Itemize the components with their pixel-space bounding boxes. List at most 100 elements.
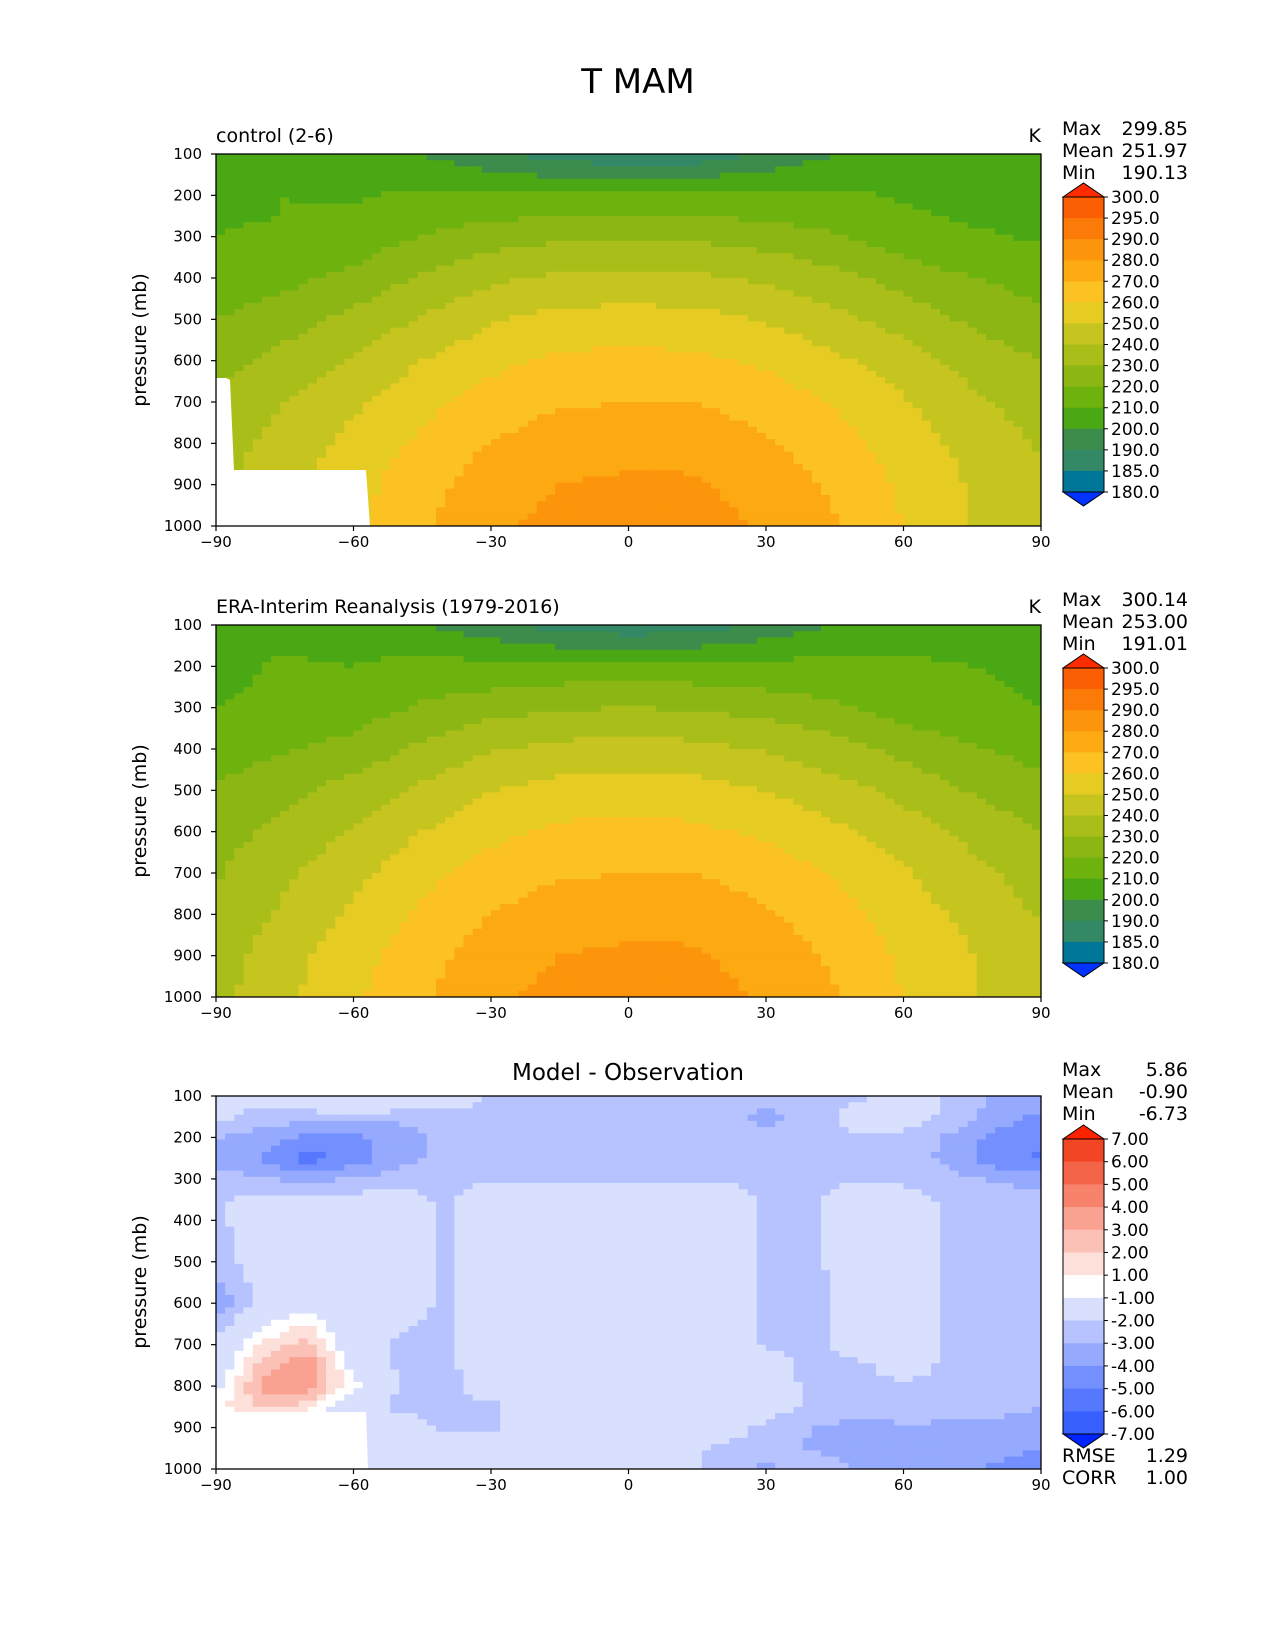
contour-cell — [656, 228, 666, 236]
contour-cell — [894, 395, 905, 403]
contour-cell — [234, 172, 245, 180]
contour-cell — [683, 457, 694, 465]
contour-cell — [628, 234, 639, 242]
contour-cell — [674, 253, 685, 260]
contour-cell — [811, 302, 822, 310]
contour-cell — [390, 290, 400, 298]
contour-cell — [243, 358, 254, 366]
contour-cell — [756, 296, 767, 304]
contour-cell — [949, 451, 960, 459]
contour-cell — [536, 296, 547, 304]
contour-cell — [271, 352, 281, 360]
contour-cell — [381, 364, 391, 372]
contour-cell — [756, 216, 767, 223]
contour-cell — [1031, 240, 1041, 248]
contour-cell — [500, 240, 510, 248]
contour-cell — [316, 346, 327, 353]
contour-cell — [976, 352, 987, 360]
contour-cell — [280, 333, 290, 341]
contour-cell — [656, 197, 666, 205]
contour-cell — [848, 358, 859, 366]
contour-cell — [225, 358, 235, 366]
contour-cell — [802, 265, 813, 273]
contour-cell — [940, 209, 950, 217]
contour-cell — [756, 476, 767, 484]
contour-cell — [463, 402, 474, 409]
contour-cell — [839, 271, 850, 279]
contour-cell — [986, 309, 996, 316]
contour-cell — [289, 209, 300, 217]
contour-cell — [445, 185, 455, 192]
contour-cell — [637, 402, 648, 409]
contour-cell — [436, 346, 446, 353]
contour-cell — [1022, 154, 1033, 161]
contour-cell — [1013, 433, 1024, 440]
contour-cell — [261, 420, 272, 428]
contour-cell — [261, 464, 272, 471]
contour-cell — [885, 321, 895, 329]
contour-cell — [674, 352, 685, 360]
contour-cell — [298, 395, 309, 403]
contour-cell — [463, 414, 474, 422]
contour-cell — [289, 160, 300, 167]
contour-cell — [408, 488, 419, 496]
contour-cell — [821, 377, 831, 384]
contour-cell — [298, 420, 309, 428]
contour-cell — [362, 426, 373, 434]
contour-cell — [509, 395, 520, 403]
contour-cell — [390, 160, 400, 167]
contour-cell — [656, 302, 666, 310]
contour-cell — [976, 203, 987, 211]
contour-cell — [903, 154, 914, 161]
contour-cell — [995, 166, 1005, 174]
contour-cell — [931, 333, 941, 341]
contour-cell — [436, 234, 446, 242]
contour-cell — [399, 377, 410, 384]
contour-cell — [234, 302, 245, 310]
contour-cell — [784, 488, 795, 496]
contour-cell — [866, 433, 877, 440]
contour-cell — [610, 315, 620, 322]
contour-cell — [289, 234, 300, 242]
contour-cell — [747, 408, 758, 415]
contour-cell — [555, 470, 565, 477]
contour-cell — [216, 185, 226, 192]
contour-cell — [243, 464, 254, 471]
contour-cell — [848, 470, 859, 477]
contour-cell — [876, 234, 886, 242]
contour-cell — [738, 352, 749, 360]
contour-cell — [362, 464, 373, 471]
contour-cell — [921, 420, 932, 428]
contour-cell — [894, 383, 905, 391]
contour-cell — [940, 346, 950, 353]
contour-cell — [857, 333, 868, 341]
contour-cell — [509, 191, 520, 198]
contour-cell — [1031, 340, 1041, 347]
contour-cell — [674, 209, 685, 217]
contour-cell — [546, 426, 556, 434]
contour-cell — [509, 290, 520, 298]
contour-cell — [738, 464, 749, 471]
contour-cell — [729, 451, 740, 459]
contour-cell — [747, 209, 758, 217]
contour-cell — [912, 476, 923, 484]
contour-cell — [555, 371, 565, 378]
contour-cell — [665, 172, 675, 180]
contour-cell — [564, 253, 575, 260]
contour-cell — [766, 302, 776, 310]
contour-cell — [344, 185, 355, 192]
contour-cell — [243, 433, 254, 440]
contour-cell — [362, 420, 373, 428]
contour-cell — [637, 197, 648, 205]
contour-cell — [1013, 290, 1024, 298]
contour-cell — [766, 364, 776, 372]
contour-cell — [344, 433, 355, 440]
contour-cell — [949, 482, 960, 490]
contour-cell — [903, 321, 914, 329]
contour-cell — [738, 228, 749, 236]
contour-cell — [408, 340, 419, 347]
contour-cell — [811, 445, 822, 453]
contour-cell — [362, 321, 373, 329]
contour-cell — [417, 160, 428, 167]
contour-cell — [931, 340, 941, 347]
